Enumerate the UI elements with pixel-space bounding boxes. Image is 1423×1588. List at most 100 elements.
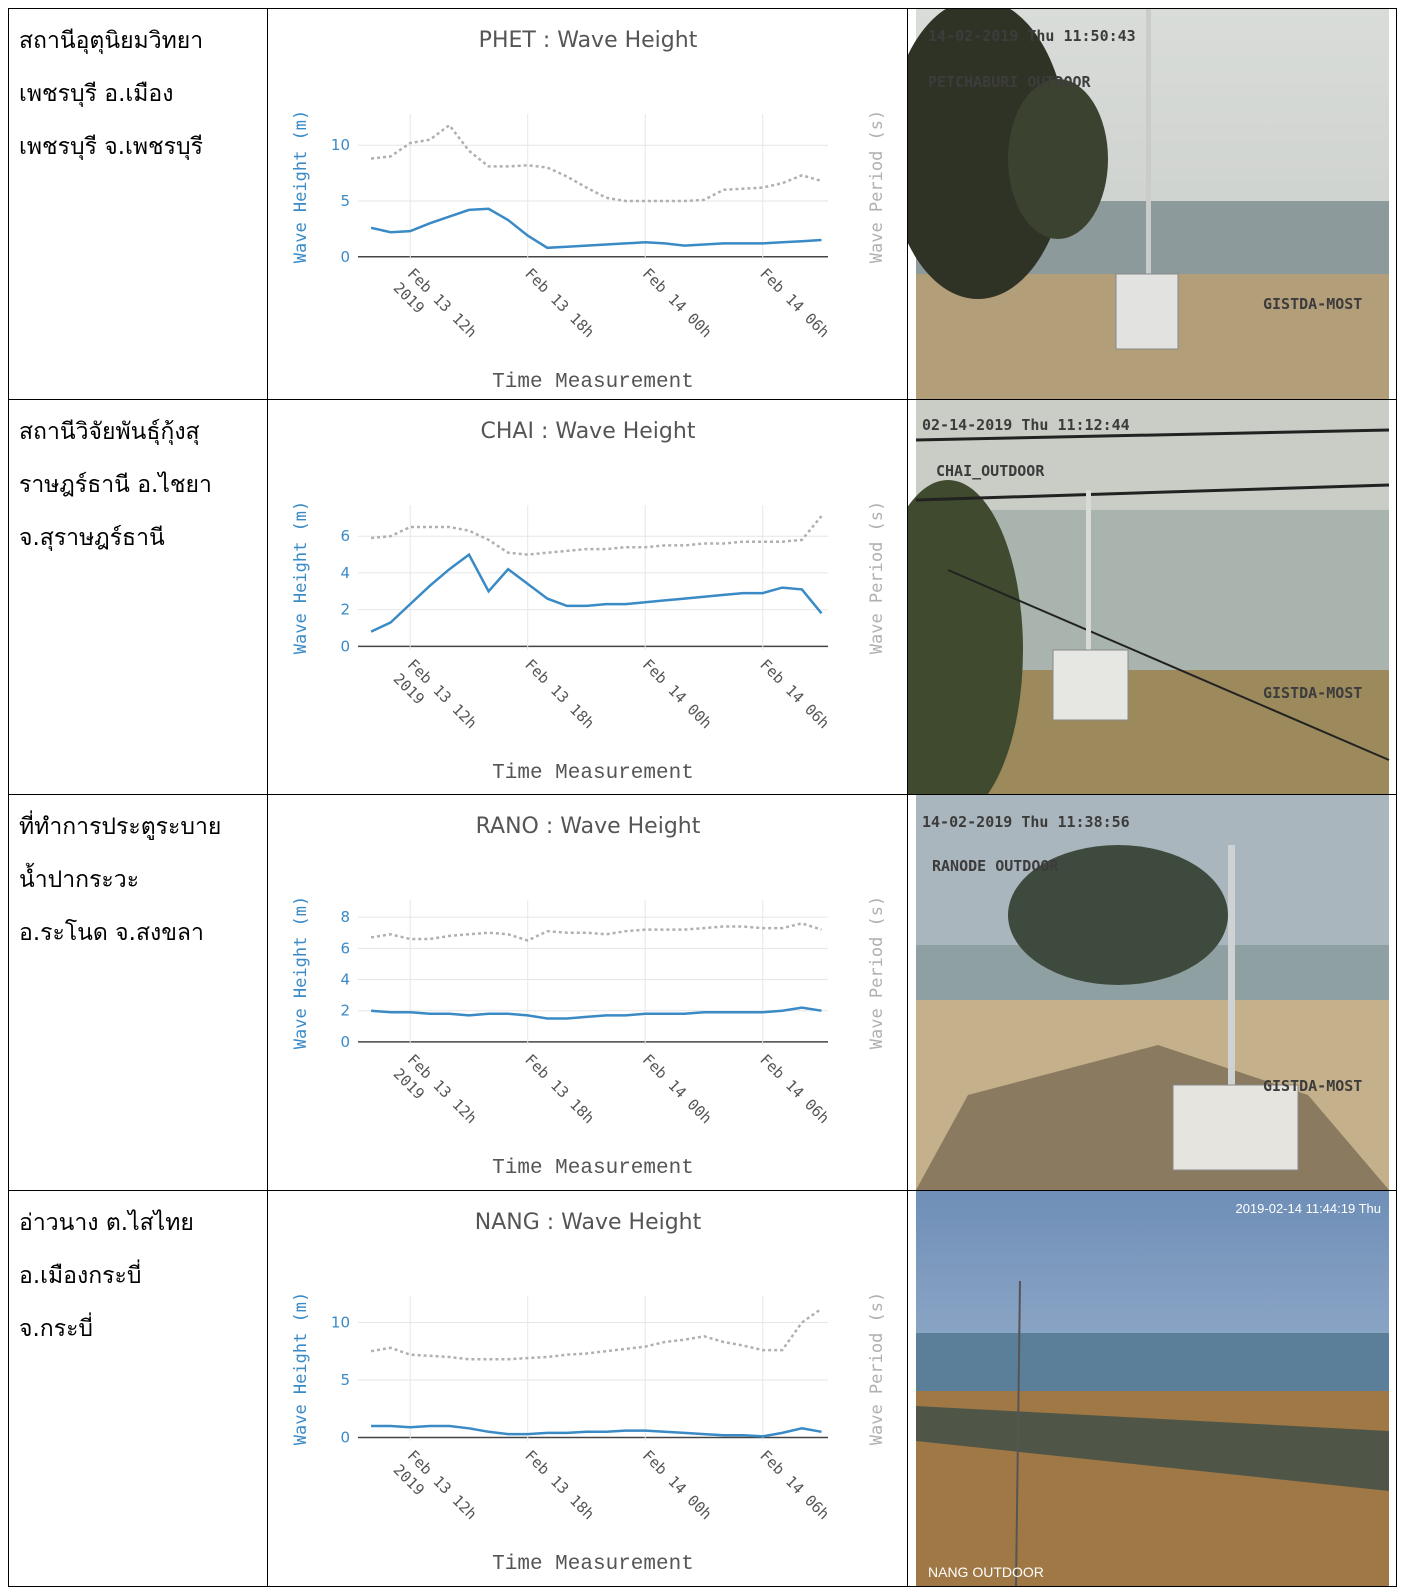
photo-cell: 14-02-2019 Thu 11:38:56 RANODE OUTDOOR G… — [907, 794, 1397, 1191]
tree — [908, 9, 1068, 299]
station-line: เพชรบุรี จ.เพชรบุรี — [19, 134, 203, 160]
photo-cell: 02-14-2019 Thu 11:12:44 CHAI_OUTDOOR GIS… — [907, 399, 1397, 795]
x-tick-group: Feb 14 00h — [639, 1051, 716, 1128]
station-cell: สถานีอุตุนิยมวิทยา เพชรบุรี อ.เมือง เพชร… — [8, 8, 268, 400]
photo-label: PETCHABURI OUTDOOR — [928, 73, 1092, 91]
chart-cell: PHET : Wave Height 0 5 10 Feb 13 12h 2019 Feb … — [267, 8, 908, 400]
x-tick-group: Feb 13 18h — [521, 1051, 598, 1128]
series-line — [370, 552, 823, 633]
photo-cell: 14-02-2019 Thu 11:50:43 PETCHABURI OUTDO… — [907, 8, 1397, 400]
photo-label: RANODE OUTDOOR — [932, 857, 1059, 875]
photo-watermark: GISTDA-MOST — [1263, 295, 1362, 313]
series-line — [370, 123, 822, 203]
chart-title: CHAI : Wave Height — [481, 419, 696, 444]
y-tick-label: 5 — [340, 192, 350, 210]
series-line — [370, 515, 823, 556]
x-tick-group: Feb 14 00h — [639, 656, 716, 733]
x-axis-title: Time Measurement — [492, 762, 694, 785]
x-tick-group: Feb 13 18h — [521, 265, 598, 342]
y-tick-label: 10 — [331, 136, 350, 154]
photo-label: CHAI_OUTDOOR — [936, 462, 1045, 480]
y-axis-title: Wave Height (m) — [291, 1292, 311, 1446]
y-tick-label: 4 — [340, 971, 350, 989]
station-line: จ.สุราษฎร์ธานี — [19, 525, 165, 551]
y-tick-label: 0 — [340, 248, 350, 266]
photo-timestamp: 14-02-2019 Thu 11:38:56 — [922, 813, 1130, 831]
chart-title: NANG : Wave Height — [475, 1210, 702, 1235]
chart-cell: CHAI : Wave Height 0 2 4 6 Feb 13 12h 2019 Feb … — [267, 399, 908, 795]
pole — [1015, 1280, 1021, 1586]
x-tick-group: Feb 13 18h — [521, 656, 598, 733]
y-tick-label: 4 — [340, 564, 350, 582]
wire — [947, 569, 1390, 761]
palm — [1008, 845, 1228, 985]
wire — [915, 428, 1390, 442]
station-line: จ.กระบี่ — [19, 1316, 94, 1342]
station-cell: อ่าวนาง ต.ไสไทย อ.เมืองกระบี่ จ.กระบี่ — [8, 1190, 268, 1587]
y-tick-label: 2 — [340, 1002, 350, 1020]
series-line — [370, 207, 822, 250]
x-tick-label: Feb 14 00h — [639, 1051, 716, 1128]
x-tick-group: Feb 14 06h — [756, 1447, 833, 1524]
y-axis-title: Wave Height (m) — [291, 110, 311, 264]
sensor-box — [1172, 1084, 1299, 1171]
pole — [1086, 490, 1091, 690]
y2-axis-title: Wave Period (s) — [867, 110, 887, 264]
y-tick-label: 10 — [331, 1313, 350, 1331]
x-tick-label: Feb 13 18h — [521, 1447, 598, 1524]
row: อ่าวนาง ต.ไสไทย อ.เมืองกระบี่ จ.กระบี่ N… — [8, 1190, 1397, 1587]
tree — [908, 480, 1023, 794]
x-tick-label: Feb 14 06h — [756, 265, 833, 342]
photo-watermark: GISTDA-MOST — [1263, 684, 1362, 702]
x-tick-label: Feb 13 18h — [521, 656, 598, 733]
rocks — [916, 1406, 1389, 1491]
x-tick-group: Feb 14 06h — [756, 1051, 833, 1128]
station-line: อ.เมืองกระบี่ — [19, 1263, 142, 1289]
y2-axis-title: Wave Period (s) — [867, 896, 887, 1050]
camera-photo: 2019-02-14 11:44:19 Thu NANG OUTDOOR — [916, 1191, 1389, 1586]
photo-timestamp: 14-02-2019 Thu 11:50:43 — [928, 27, 1136, 45]
x-tick-label: Feb 13 18h — [521, 1051, 598, 1128]
station-cell: สถานีวิจัยพันธุ์กุ้งสุ ราษฎร์ธานี อ.ไชยา… — [8, 399, 268, 795]
x-tick-label: Feb 14 00h — [639, 265, 716, 342]
x-axis-title: Time Measurement — [492, 1553, 694, 1576]
chart-cell: NANG : Wave Height 0 5 10 Feb 13 12h 2019 Feb … — [267, 1190, 908, 1587]
x-axis-title: Time Measurement — [492, 1157, 694, 1180]
y-tick-label: 0 — [340, 1429, 350, 1447]
camera-photo: 14-02-2019 Thu 11:38:56 RANODE OUTDOOR G… — [916, 795, 1389, 1190]
station-cell: ที่ทำการประตูระบาย น้ำปากระวะ อ.ระโนด จ.… — [8, 794, 268, 1191]
wire — [915, 483, 1390, 502]
photo-label: NANG OUTDOOR — [928, 1564, 1044, 1580]
station-line: อ.ระโนด จ.สงขลา — [19, 920, 204, 946]
x-tick-label: Feb 14 00h — [639, 1447, 716, 1524]
station-line: อ่าวนาง ต.ไสไทย — [19, 1210, 194, 1236]
series-line — [370, 1006, 822, 1020]
row: สถานีวิจัยพันธุ์กุ้งสุ ราษฎร์ธานี อ.ไชยา… — [8, 399, 1397, 795]
x-tick-label: Feb 14 06h — [756, 1051, 833, 1128]
x-tick-label: Feb 14 06h — [756, 656, 833, 733]
y-tick-label: 0 — [340, 1033, 350, 1051]
tree — [1008, 79, 1108, 239]
y2-axis-title: Wave Period (s) — [867, 1292, 887, 1446]
x-tick-group: Feb 14 06h — [756, 656, 833, 733]
y-tick-label: 6 — [340, 939, 350, 957]
y-tick-label: 0 — [340, 637, 350, 655]
x-tick-group: Feb 14 06h — [756, 265, 833, 342]
station-line: สถานีวิจัยพันธุ์กุ้งสุ — [19, 419, 200, 445]
station-line: สถานีอุตุนิยมวิทยา — [19, 28, 204, 54]
station-line: เพชรบุรี อ.เมือง — [19, 81, 174, 107]
x-tick-group: Feb 14 00h — [639, 1447, 716, 1524]
series-line — [370, 922, 822, 942]
photo-timestamp: 02-14-2019 Thu 11:12:44 — [922, 416, 1130, 434]
x-axis-title: Time Measurement — [492, 371, 694, 394]
series-line — [371, 1424, 822, 1438]
y-tick-label: 8 — [340, 908, 350, 926]
station-table: สถานีอุตุนิยมวิทยา เพชรบุรี อ.เมือง เพชร… — [8, 8, 1397, 1587]
